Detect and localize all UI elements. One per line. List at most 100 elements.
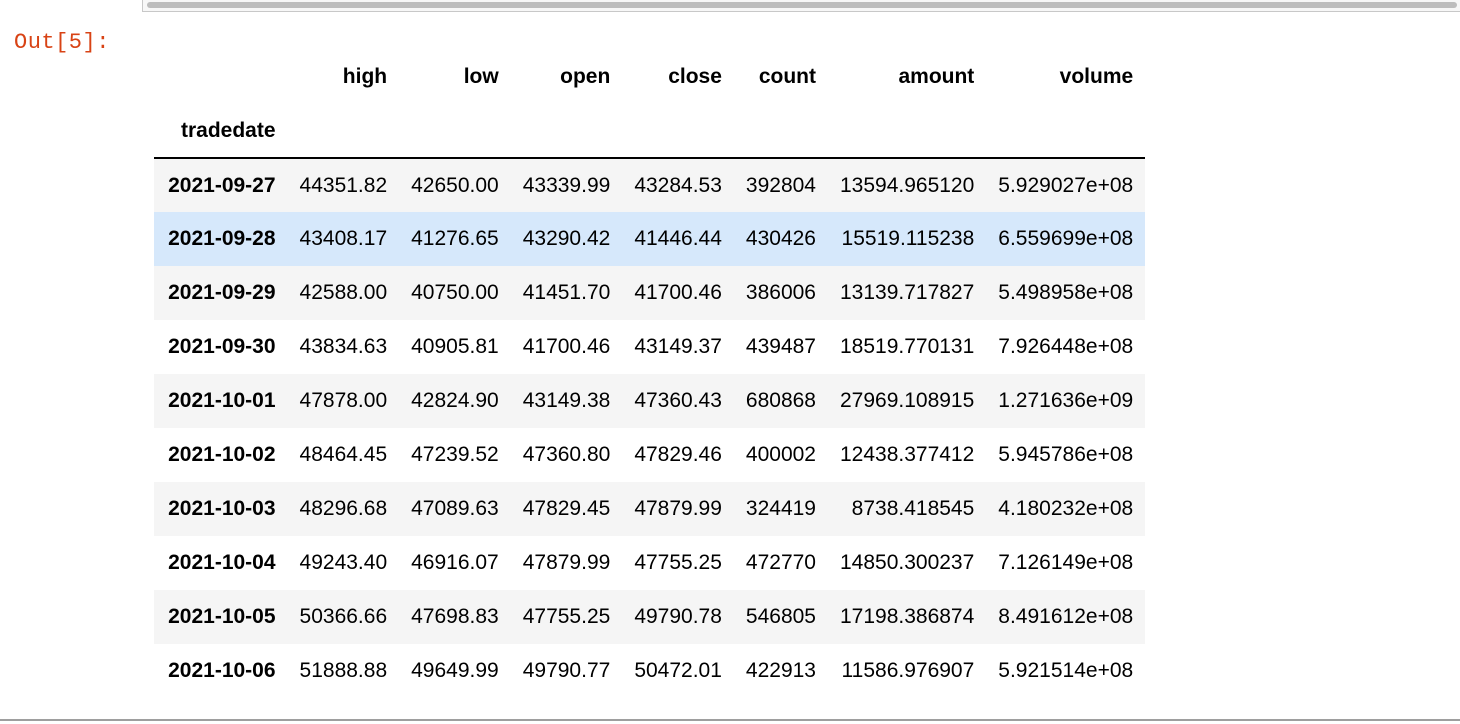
cell-volume: 7.926448e+08 xyxy=(998,335,1134,358)
table-row: 2021-10-06 51888.88 49649.99 49790.77 50472.… xyxy=(154,644,1145,698)
table-row: 2021-10-03 48296.68 47089.63 47829.45 47879.… xyxy=(154,482,1146,536)
header-blank-cell xyxy=(154,50,288,104)
cell-open: 43290.42 xyxy=(522,227,611,250)
cell-close: 47829.46 xyxy=(634,443,722,466)
table-row: 2021-10-01 47878.00 42824.90 43149.38 47360.… xyxy=(154,374,1146,428)
cell-count: 422913 xyxy=(745,659,816,682)
row-index-label: 2021-10-03 xyxy=(168,497,276,520)
cell-volume: 1.271636e+09 xyxy=(998,389,1134,412)
cell-volume: 5.498958e+08 xyxy=(998,281,1134,304)
cell-amount: 11586.976907 xyxy=(841,659,975,682)
cell-open: 41700.46 xyxy=(522,335,611,358)
row-index-label: 2021-10-01 xyxy=(168,389,276,412)
cell-open: 49790.77 xyxy=(522,659,611,682)
cell-close: 41446.44 xyxy=(634,227,722,250)
cell-open: 43339.99 xyxy=(522,173,611,197)
cell-low: 41276.65 xyxy=(411,227,499,250)
row-index-label: 2021-09-27 xyxy=(168,173,276,197)
cell-amount: 12438.377412 xyxy=(839,443,975,466)
cell-low: 47239.52 xyxy=(411,443,499,466)
cell-count: 430426 xyxy=(745,227,816,250)
cell-divider xyxy=(0,719,1460,721)
cell-amount: 15519.115238 xyxy=(841,227,975,250)
cell-high: 49243.40 xyxy=(299,551,388,574)
column-header-row: high low open close count amount volume xyxy=(154,50,1145,104)
cell-volume: 8.491612e+08 xyxy=(998,605,1134,628)
cell-high: 43408.17 xyxy=(299,227,388,250)
cell-volume: 6.559699e+08 xyxy=(998,227,1134,250)
cell-volume: 4.180232e+08 xyxy=(998,497,1134,520)
row-index-label: 2021-10-04 xyxy=(168,551,276,574)
table-row: 2021-10-02 48464.45 47239.52 47360.80 47829.… xyxy=(154,428,1145,482)
cell-amount: 13139.717827 xyxy=(839,281,975,304)
cell-open: 41451.70 xyxy=(522,281,611,304)
table-row: 2021-09-30 43834.63 40905.81 41700.46 43149.… xyxy=(154,320,1145,374)
cell-low: 40905.81 xyxy=(411,335,499,358)
cell-low: 47089.63 xyxy=(411,497,499,520)
table-row: 2021-10-04 49243.40 46916.07 47879.99 47755.… xyxy=(154,536,1145,590)
cell-low: 42824.90 xyxy=(411,389,499,412)
previous-code-cell[interactable] xyxy=(142,0,1460,12)
cell-high: 48296.68 xyxy=(299,497,388,520)
row-index-label: 2021-10-02 xyxy=(168,443,276,466)
cell-amount: 17198.386874 xyxy=(839,605,975,628)
cell-count: 386006 xyxy=(745,281,816,304)
cell-volume: 5.921514e+08 xyxy=(998,659,1134,682)
cell-count: 680868 xyxy=(745,389,816,412)
column-header-low: low xyxy=(463,65,499,88)
cell-low: 42650.00 xyxy=(411,173,499,197)
cell-close: 47879.99 xyxy=(634,497,722,520)
cell-open: 47879.99 xyxy=(522,551,611,574)
cell-count: 472770 xyxy=(745,551,816,574)
index-name: tradedate xyxy=(154,104,288,159)
table-row: 2021-09-28 43408.17 41276.65 43290.42 41446.… xyxy=(154,212,1146,266)
cell-low: 40750.00 xyxy=(411,281,499,304)
cell-high: 43834.63 xyxy=(299,335,388,358)
cell-amount: 14850.300237 xyxy=(839,551,975,574)
cell-high: 44351.82 xyxy=(299,173,388,197)
column-header-count: count xyxy=(758,65,816,88)
column-header-close: close xyxy=(668,65,722,88)
column-header-amount: amount xyxy=(898,65,975,88)
cell-count: 546805 xyxy=(745,605,816,628)
row-index-label: 2021-10-05 xyxy=(168,605,276,628)
cell-high: 48464.45 xyxy=(299,443,388,466)
row-index-label: 2021-10-06 xyxy=(168,659,276,682)
row-index-label: 2021-09-28 xyxy=(168,227,276,250)
cell-count: 324419 xyxy=(745,497,816,520)
dataframe-body: 2021-09-27 44351.82 42650.00 43339.99 43284.… xyxy=(154,158,1146,698)
cell-close: 41700.46 xyxy=(634,281,722,304)
cell-open: 47829.45 xyxy=(522,497,611,520)
dataframe-table: high low open close count amount volume … xyxy=(154,50,1146,698)
cell-count: 400002 xyxy=(745,443,816,466)
table-row: 2021-09-27 44351.82 42650.00 43339.99 43284.… xyxy=(154,158,1146,212)
column-header-open: open xyxy=(560,65,611,88)
cell-amount: 13594.965120 xyxy=(839,173,975,197)
output-prompt: Out[5]: xyxy=(14,30,110,55)
cell-volume: 5.945786e+08 xyxy=(998,443,1134,466)
cell-close: 50472.01 xyxy=(634,659,722,682)
column-header-volume: volume xyxy=(1059,65,1134,88)
cell-open: 47360.80 xyxy=(522,443,611,466)
cell-high: 42588.00 xyxy=(299,281,388,304)
cell-open: 47755.25 xyxy=(522,605,611,628)
cell-high: 51888.88 xyxy=(299,659,388,682)
cell-count: 392804 xyxy=(745,173,816,197)
column-header-high: high xyxy=(342,65,388,88)
cell-open: 43149.38 xyxy=(522,389,611,412)
cell-amount: 8738.418545 xyxy=(851,497,975,520)
cell-close: 49790.78 xyxy=(634,605,722,628)
table-row: 2021-10-05 50366.66 47698.83 47755.25 49790.… xyxy=(154,590,1146,644)
cell-high: 50366.66 xyxy=(299,605,388,628)
cell-close: 47360.43 xyxy=(634,389,722,412)
cell-volume: 7.126149e+08 xyxy=(998,551,1134,574)
cell-close: 47755.25 xyxy=(634,551,722,574)
index-name-row: tradedate xyxy=(154,104,1146,159)
horizontal-scrollbar[interactable] xyxy=(147,2,1457,8)
cell-low: 47698.83 xyxy=(411,605,499,628)
row-index-label: 2021-09-29 xyxy=(168,281,276,304)
cell-low: 49649.99 xyxy=(411,659,499,682)
cell-low: 46916.07 xyxy=(411,551,499,574)
cell-count: 439487 xyxy=(745,335,816,358)
cell-amount: 27969.108915 xyxy=(839,389,975,412)
